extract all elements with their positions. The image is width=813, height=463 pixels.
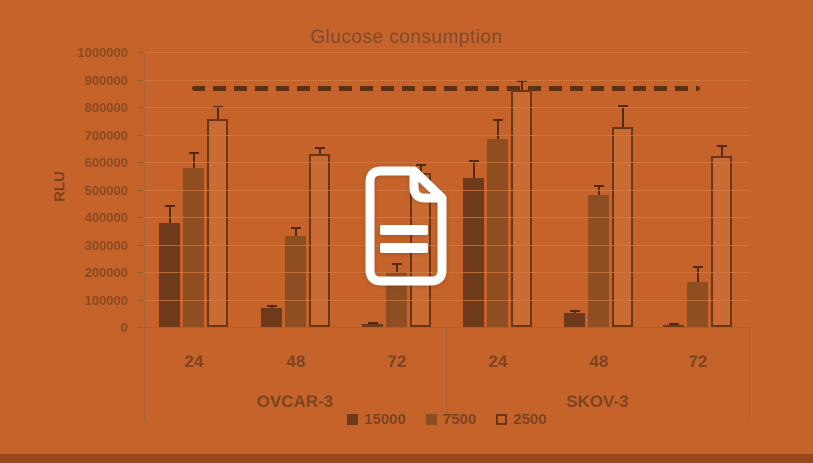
bar-2500-SKOV-3-48	[612, 127, 633, 327]
gridline	[144, 189, 749, 191]
gridline	[144, 272, 749, 273]
y-tick-mark	[138, 189, 144, 191]
y-tick-label: 0	[120, 320, 128, 335]
gridline	[144, 52, 749, 53]
error-bar	[496, 119, 499, 158]
error-bar	[573, 311, 576, 316]
chart-title: Glucose consumption	[310, 27, 503, 48]
legend-swatch-icon	[347, 414, 359, 425]
y-tick-label: 900000	[84, 72, 128, 88]
y-tick-mark	[138, 162, 144, 163]
y-tick-label: 200000	[84, 265, 128, 280]
legend-item-2500: 2500	[496, 411, 547, 428]
legend-label: 15000	[364, 411, 406, 428]
error-bar	[672, 323, 675, 326]
y-tick-label: 300000	[84, 237, 128, 253]
y-tick-label: 100000	[84, 292, 128, 308]
x-tick-label: 48	[286, 352, 306, 371]
error-bar	[597, 185, 600, 205]
category-divider	[144, 327, 145, 421]
legend-item-15000: 15000	[347, 411, 406, 428]
y-tick-mark	[138, 79, 144, 81]
gridline	[144, 107, 749, 108]
bottom-band	[0, 454, 813, 463]
y-tick-label: 700000	[84, 127, 128, 143]
gridline	[144, 134, 749, 136]
legend-item-7500: 7500	[425, 411, 477, 428]
gridline	[144, 79, 749, 81]
bar-7500-SKOV-3-48	[588, 195, 609, 327]
x-tick-label: 24	[488, 352, 508, 371]
bar-15000-SKOV-3-24	[463, 177, 484, 327]
y-tick-mark	[138, 52, 144, 53]
y-tick-label: 400000	[84, 210, 128, 225]
bar-7500-SKOV-3-72	[687, 281, 708, 327]
y-tick-mark	[138, 217, 144, 218]
y-tick-label: 1000000	[77, 45, 128, 60]
gridline	[144, 162, 749, 163]
bar-2500-OVCAR-3-48	[309, 154, 330, 327]
bar-15000-SKOV-3-48	[564, 313, 585, 327]
document-icon	[365, 166, 447, 286]
legend-swatch-icon	[496, 414, 508, 425]
bar-2500-OVCAR-3-24	[207, 119, 228, 327]
bar-7500-SKOV-3-24	[487, 138, 508, 327]
category-divider	[446, 327, 447, 421]
error-bar	[696, 267, 699, 297]
bar-15000-OVCAR-3-24	[159, 222, 180, 327]
bar-2500-SKOV-3-72	[711, 155, 732, 327]
bar-15000-SKOV-3-72	[663, 324, 684, 327]
bar-2500-SKOV-3-24	[511, 89, 532, 327]
y-tick-label: 500000	[84, 182, 128, 198]
x-tick-label: 72	[688, 352, 708, 371]
axis-group-label: SKOV-3	[566, 392, 629, 411]
legend: 15000 7500 2500	[144, 411, 750, 428]
axis-group-label: OVCAR-3	[256, 392, 334, 411]
x-axis-line	[144, 327, 749, 328]
y-tick-mark	[138, 299, 144, 301]
category-divider	[749, 327, 750, 421]
x-tick-label: 72	[387, 352, 407, 371]
y-tick-mark	[138, 244, 144, 246]
legend-label: 7500	[442, 411, 477, 428]
x-tick-label: 24	[184, 352, 204, 371]
y-tick-mark	[138, 272, 144, 273]
bar-15000-OVCAR-3-48	[261, 308, 282, 327]
error-bar	[192, 153, 195, 182]
x-tick-label: 48	[589, 352, 609, 371]
bar-7500-OVCAR-3-48	[285, 236, 306, 327]
bar-15000-OVCAR-3-72	[362, 323, 383, 327]
legend-label: 2500	[513, 411, 547, 428]
bar-7500-OVCAR-3-24	[183, 167, 204, 327]
y-tick-mark	[138, 107, 144, 108]
y-tick-label: 800000	[84, 100, 128, 115]
gridline	[144, 299, 749, 301]
y-tick-label: 600000	[84, 155, 128, 170]
y-tick-mark	[138, 327, 144, 328]
y-tick-mark	[138, 134, 144, 136]
reference-dashed-line	[192, 85, 700, 91]
legend-swatch-icon	[425, 414, 437, 425]
